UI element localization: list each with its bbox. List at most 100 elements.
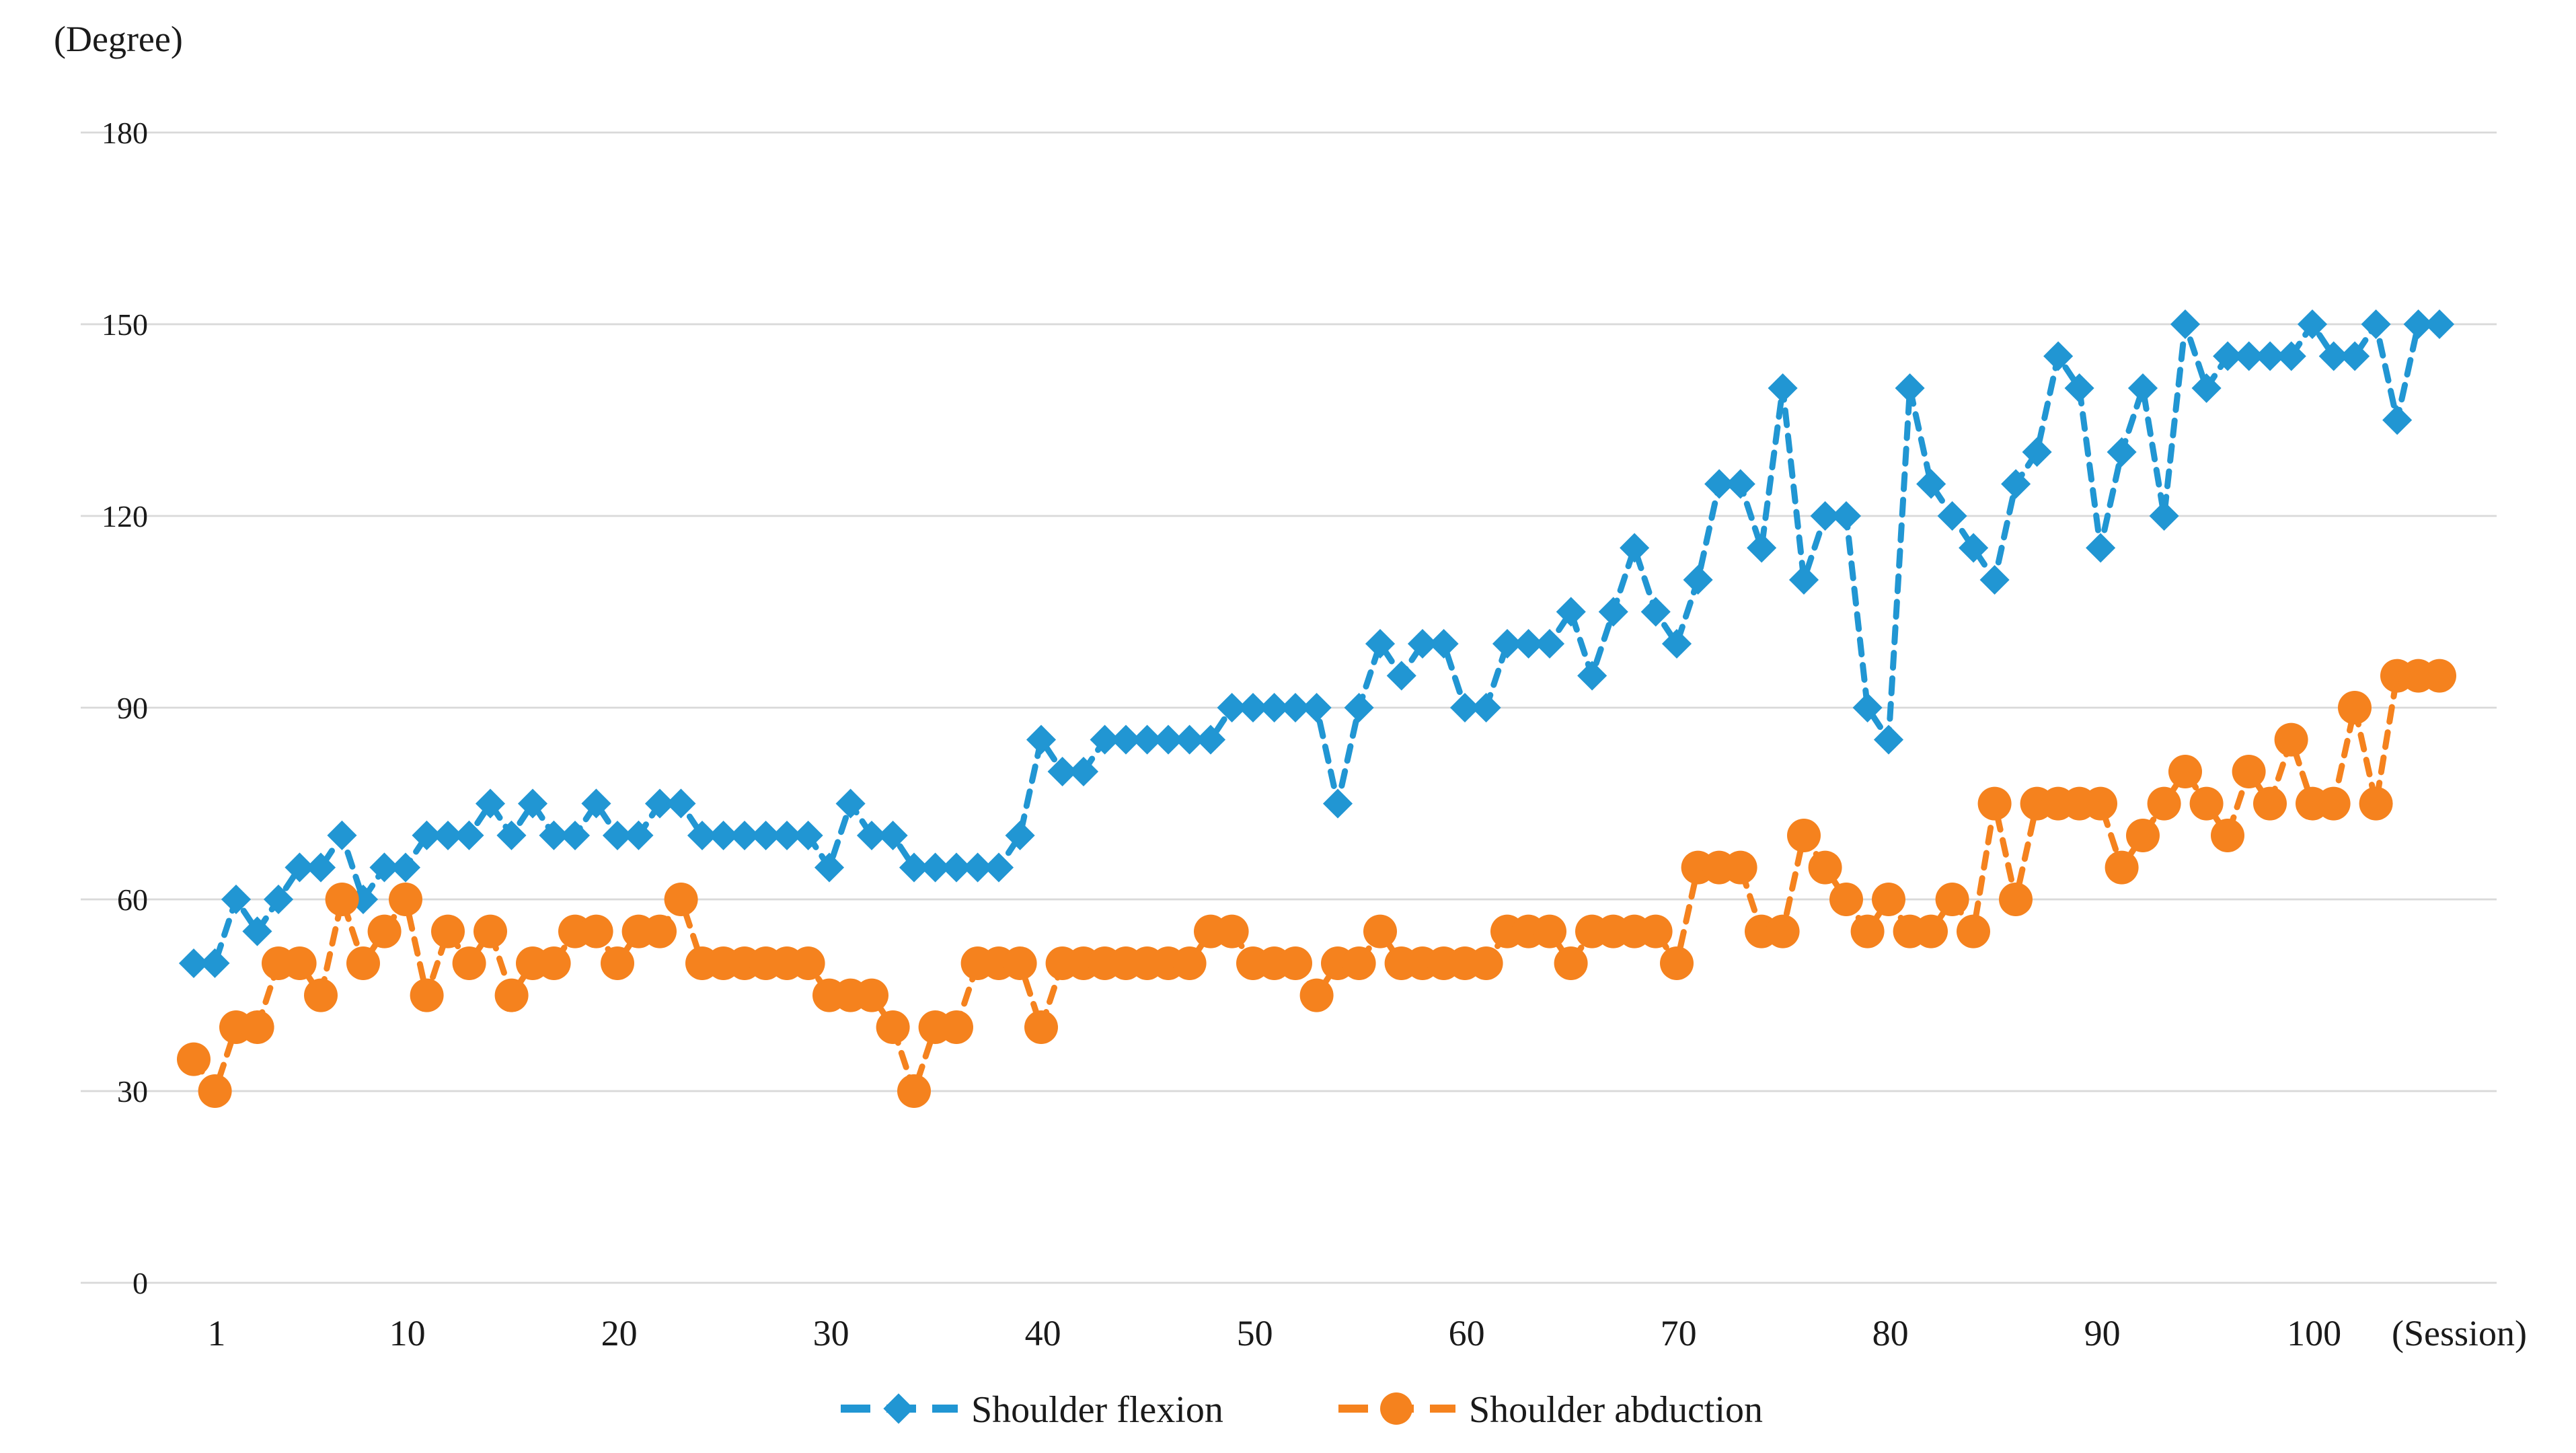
series-line [190,316,2443,967]
data-point-abduction [2189,786,2224,821]
data-point-flexion [2170,309,2201,340]
data-point-flexion [1449,692,1480,723]
data-point-flexion [2382,405,2413,435]
data-point-flexion [920,852,950,883]
data-point-flexion [899,852,930,883]
data-point-flexion [2276,341,2306,371]
data-point-abduction [177,1042,211,1076]
data-point-flexion [835,788,866,819]
data-point-abduction [240,1010,274,1044]
data-point-flexion [2213,341,2243,371]
y-tick-180: 180 [102,116,148,150]
data-point-abduction [791,946,825,980]
data-point-flexion [1068,756,1099,787]
data-point-flexion [2043,341,2074,371]
data-point-abduction [2253,786,2287,821]
data-point-abduction [2211,819,2244,852]
data-point-abduction [664,883,698,916]
legend-item-abduction: Shoulder abduction [1338,1389,1763,1431]
data-point-abduction [473,914,507,948]
data-point-abduction [2084,786,2117,821]
y-tick-150: 150 [102,307,148,342]
data-point-abduction [2105,850,2139,885]
data-point-flexion [2318,341,2349,371]
data-point-flexion [2234,341,2264,371]
data-point-abduction [1342,946,1376,980]
y-tick-120: 120 [102,499,148,533]
data-point-flexion [771,820,802,851]
series-shoulder-abduction [177,659,2456,1108]
data-point-abduction [1172,946,1207,980]
data-point-abduction [897,1074,931,1108]
data-point-flexion [1725,469,1755,499]
x-tick-40: 40 [1025,1313,1061,1353]
data-point-flexion [1005,820,1035,851]
y-tick-0: 0 [132,1266,148,1300]
data-point-flexion [1026,724,1057,755]
legend-item-flexion: Shoulder flexion [841,1389,1223,1431]
data-point-flexion [1174,724,1205,755]
data-point-flexion [1959,533,1989,563]
data-point-abduction [1872,883,1905,916]
data-point-flexion [1788,564,1819,595]
data-point-abduction [2316,786,2351,821]
data-point-flexion [751,820,781,851]
data-point-abduction [1469,946,1503,980]
data-point-flexion [878,820,908,851]
y-tick-90: 90 [117,691,148,725]
data-point-abduction [431,914,465,948]
data-point-abduction [1215,914,1249,948]
y-tick-60: 60 [117,883,148,917]
data-point-flexion [390,852,421,883]
data-point-flexion [242,916,272,946]
flexion-diamond-icon [883,1393,914,1424]
x-tick-100: 100 [2287,1313,2341,1353]
data-point-flexion [1429,628,1459,659]
x-tick-10: 10 [389,1313,426,1353]
data-point-abduction [1299,978,1334,1012]
data-point-flexion [1598,597,1628,627]
data-point-flexion [1259,692,1289,723]
data-point-flexion [623,820,654,850]
data-point-flexion [1852,692,1883,723]
data-point-flexion [1831,500,1862,531]
data-point-flexion [1280,692,1311,723]
data-point-flexion [2255,341,2285,371]
data-point-flexion [1895,373,1925,404]
data-point-abduction [2168,755,2202,788]
data-point-abduction [452,946,486,980]
data-point-flexion [1640,597,1671,627]
gridlines [81,131,2497,1284]
data-point-abduction [1957,914,1990,948]
data-point-flexion [1747,533,1777,563]
data-point-flexion [1238,692,1268,723]
data-point-flexion [729,820,760,851]
data-point-abduction [1554,946,1588,980]
data-point-flexion [2149,500,2179,531]
x-tick-30: 30 [813,1313,849,1353]
data-point-flexion [1110,724,1141,755]
data-point-abduction [1914,914,1948,948]
x-tick-60: 60 [1449,1313,1485,1353]
data-point-flexion [560,820,591,851]
data-point-abduction [1723,850,1757,885]
data-point-flexion [687,820,718,851]
data-point-abduction [1850,914,1885,948]
data-point-flexion [814,852,845,883]
data-point-abduction [601,946,634,980]
data-point-flexion [1768,373,1798,404]
series-shoulder-flexion [178,309,2455,979]
data-point-flexion [962,852,993,883]
legend-label-abduction: Shoulder abduction [1469,1389,1763,1431]
data-point-flexion [1683,564,1713,595]
data-point-abduction [2274,722,2308,757]
data-point-abduction [325,883,359,916]
data-point-abduction [1638,914,1673,948]
data-point-flexion [2424,309,2455,340]
data-point-flexion [856,820,887,851]
data-point-abduction [494,978,529,1012]
data-point-flexion [2340,341,2370,371]
data-point-flexion [941,852,972,883]
data-point-flexion [793,820,823,851]
